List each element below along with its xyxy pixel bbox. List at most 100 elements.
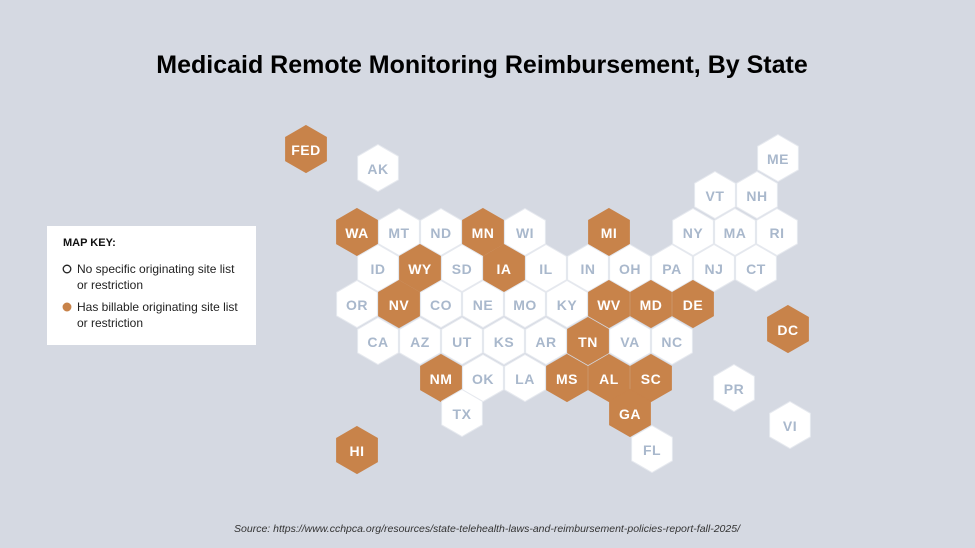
state-label: NY [683, 225, 704, 241]
state-label: VT [706, 188, 725, 204]
state-label: VA [620, 334, 639, 350]
state-hex [609, 243, 651, 293]
state-hex [378, 279, 420, 329]
state-label: SC [641, 371, 661, 387]
state-hex [630, 279, 672, 329]
state-label: NM [430, 371, 453, 387]
state-hex [588, 353, 630, 403]
state-hex [714, 207, 756, 257]
state-hex [462, 207, 504, 257]
state-hex [462, 353, 504, 403]
title: Medicaid Remote Monitoring Reimbursement… [156, 51, 808, 79]
state-label: NC [661, 334, 682, 350]
state-label: FL [643, 442, 661, 458]
state-label: MI [601, 225, 618, 241]
state-hex [420, 353, 462, 403]
state-label: LA [515, 371, 535, 387]
legend-box [47, 226, 256, 345]
state-hex [736, 170, 778, 220]
state-label: VI [783, 418, 797, 434]
state-label: MO [513, 297, 537, 313]
state-hex [483, 243, 525, 293]
legend-label: or restriction [77, 316, 143, 330]
state-hex [546, 279, 588, 329]
state-hex [756, 207, 798, 257]
state-label: TX [453, 406, 472, 422]
state-hex [483, 316, 525, 366]
state-hex [567, 316, 609, 366]
state-hex [285, 124, 327, 174]
state-hex [504, 207, 546, 257]
state-hex [504, 279, 546, 329]
state-label: MD [640, 297, 663, 313]
state-label: ME [767, 151, 789, 167]
state-hex [357, 243, 399, 293]
state-hex [651, 243, 693, 293]
state-label: AL [599, 371, 619, 387]
state-hex [336, 425, 378, 475]
state-label: PR [724, 381, 744, 397]
state-label: OK [472, 371, 494, 387]
state-label: TN [578, 334, 598, 350]
state-label: AZ [410, 334, 430, 350]
state-hex [357, 316, 399, 366]
state-label: IN [581, 261, 596, 277]
state-label: MN [472, 225, 495, 241]
state-label: ND [430, 225, 451, 241]
state-label: CT [746, 261, 766, 277]
state-label: OH [619, 261, 641, 277]
state-hex [588, 207, 630, 257]
state-hex [420, 207, 462, 257]
state-hex [757, 133, 799, 183]
state-hex [378, 207, 420, 257]
state-hex [672, 207, 714, 257]
state-label: DC [777, 322, 798, 338]
state-label: FED [291, 142, 321, 158]
state-hex [336, 207, 378, 257]
state-hex [609, 388, 651, 438]
state-label: CO [430, 297, 452, 313]
state-hex [694, 170, 736, 220]
state-label: WI [516, 225, 534, 241]
state-hex [441, 388, 483, 438]
state-hex [546, 353, 588, 403]
state-hex [767, 304, 809, 354]
state-label: OR [346, 297, 368, 313]
state-label: PA [662, 261, 681, 277]
legend-swatch [62, 302, 72, 312]
legend-label: No specific originating site list [77, 262, 235, 276]
state-label: NH [746, 188, 767, 204]
state-hex [567, 243, 609, 293]
state-hex [420, 279, 462, 329]
state-hex [441, 316, 483, 366]
state-label: AR [535, 334, 556, 350]
state-hex [525, 316, 567, 366]
state-label: DE [683, 297, 703, 313]
legend-label: or restriction [77, 278, 143, 292]
state-label: ID [371, 261, 386, 277]
state-label: IL [539, 261, 552, 277]
state-hex [357, 143, 399, 193]
state-label: CA [367, 334, 388, 350]
state-hex [672, 279, 714, 329]
source: Source: https://www.cchpca.org/resources… [234, 523, 741, 535]
legend-label: Has billable originating site list [77, 300, 238, 314]
state-hex [769, 400, 811, 450]
state-hex [462, 279, 504, 329]
state-hex [504, 353, 546, 403]
state-hex [631, 424, 673, 474]
state-label: NE [473, 297, 493, 313]
state-label: IA [497, 261, 512, 277]
state-hex [713, 363, 755, 413]
state-hex [630, 353, 672, 403]
state-hex [735, 243, 777, 293]
state-label: HI [350, 443, 365, 459]
state-label: SD [452, 261, 472, 277]
state-label: NJ [705, 261, 724, 277]
state-label: KS [494, 334, 514, 350]
state-hex [336, 279, 378, 329]
state-label: WA [345, 225, 369, 241]
state-hex [441, 243, 483, 293]
